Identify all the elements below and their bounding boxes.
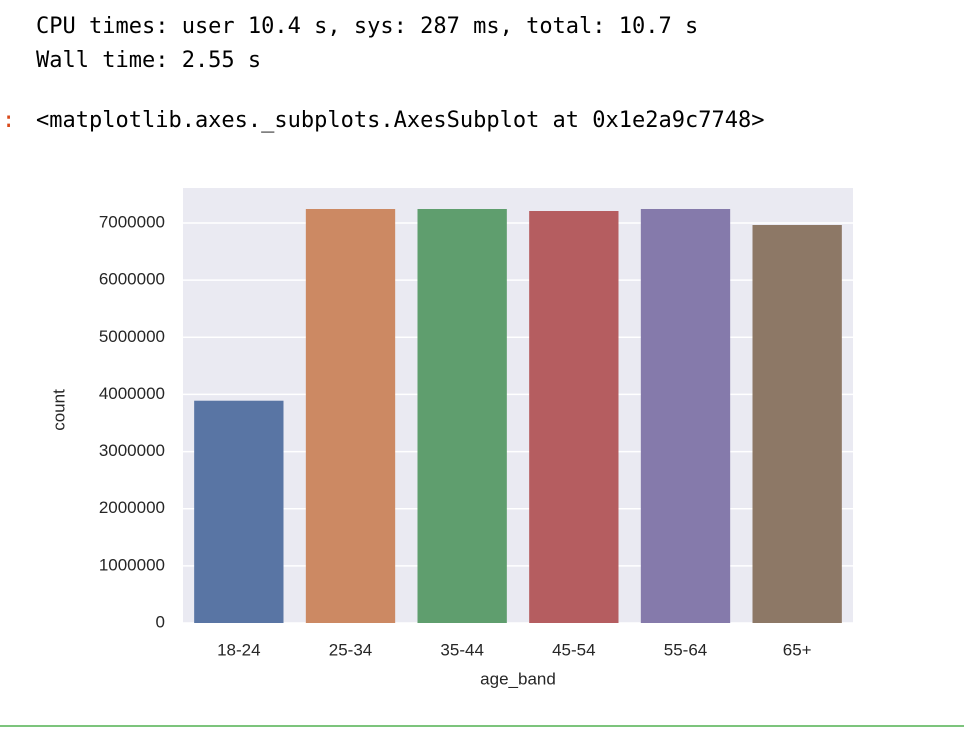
cell-border: [0, 725, 964, 727]
bar: [305, 209, 396, 623]
y-tick-label: 6000000: [99, 270, 165, 289]
chart: count age_band 0 1000000 2000000 3000000 400…: [49, 188, 853, 688]
y-tick-label: 4000000: [99, 384, 165, 403]
prompt: :: [2, 108, 16, 133]
bar: [752, 225, 842, 623]
wall-time: Wall time: 2.55 s: [36, 48, 262, 73]
y-axis-label: count: [49, 389, 68, 431]
x-tick-label: 18-24: [217, 640, 260, 659]
bar: [640, 209, 731, 623]
y-tick-label: 5000000: [99, 327, 165, 346]
y-tick-label: 7000000: [99, 212, 165, 231]
y-tick-label: 2000000: [99, 498, 165, 517]
bar: [194, 400, 284, 623]
repr-output: <matplotlib.axes._subplots.AxesSubplot a…: [36, 108, 765, 133]
x-axis-label: age_band: [480, 669, 556, 688]
bar: [417, 209, 507, 623]
x-tick-label: 45-54: [552, 640, 595, 659]
y-tick-label: 1000000: [99, 555, 165, 574]
bar: [529, 211, 619, 623]
x-tick-label: 55-64: [664, 640, 707, 659]
y-tick-label: 0: [156, 612, 165, 631]
cpu-times: CPU times: user 10.4 s, sys: 287 ms, tot…: [36, 14, 699, 39]
plot-area: [183, 188, 853, 623]
x-tick-label: 65+: [783, 640, 812, 659]
x-tick-label: 25-34: [329, 640, 372, 659]
y-tick-label: 3000000: [99, 441, 165, 460]
x-tick-label: 35-44: [440, 640, 483, 659]
